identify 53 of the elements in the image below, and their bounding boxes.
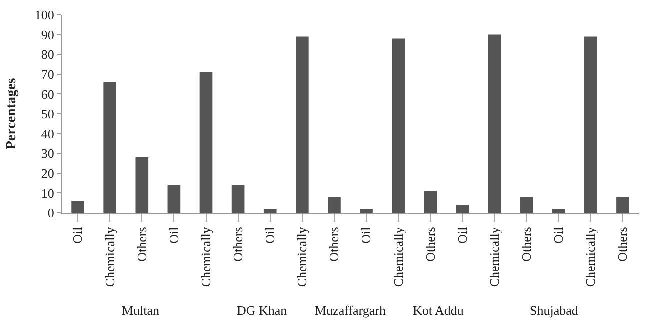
bar: [360, 209, 373, 213]
bar: [136, 158, 149, 213]
y-tick-label: 70: [41, 66, 54, 82]
text: Kot Addu: [413, 303, 464, 318]
x-tick-label: Chemically: [583, 226, 598, 288]
y-tick-label: 10: [41, 186, 54, 201]
bar: [168, 185, 181, 213]
y-tick-label: 0: [48, 206, 54, 221]
bar: [296, 36, 309, 213]
x-tick-label: Others: [422, 227, 438, 262]
bar: [456, 205, 470, 213]
bar: [104, 82, 116, 213]
x-tick-label: Oil: [166, 226, 182, 244]
bar: [616, 197, 630, 213]
bar: [72, 201, 84, 213]
bar: [328, 197, 341, 213]
bar: [584, 36, 598, 213]
y-tick-label: 60: [41, 86, 54, 102]
bar: [232, 185, 245, 213]
y-axis-title: Percentages: [4, 78, 20, 150]
x-tick-label: Others: [230, 227, 246, 262]
x-tick-label: Others: [615, 227, 630, 262]
y-tick-label: 100: [34, 8, 54, 23]
x-tick-label: Chemically: [390, 226, 406, 288]
x-tick-label: Others: [326, 227, 342, 262]
x-tick-label: Oil: [454, 226, 470, 244]
bar: [200, 72, 213, 213]
text: DG Khan: [237, 303, 288, 318]
x-tick-label: Oil: [262, 226, 278, 244]
y-tick-label: 40: [41, 126, 54, 142]
x-tick-label: Chemically: [486, 226, 502, 288]
bar: [552, 209, 566, 213]
x-tick-label: Others: [519, 227, 534, 262]
bar: [424, 191, 438, 213]
x-tick-label: Oil: [358, 226, 374, 244]
bar: [520, 197, 534, 213]
text: Multan: [122, 303, 160, 318]
y-tick-label: 20: [41, 166, 54, 181]
x-tick-label: Others: [134, 227, 150, 262]
y-tick-label: 50: [41, 106, 54, 122]
bar: [488, 34, 502, 213]
y-tick-label: 90: [41, 27, 54, 42]
y-tick-label: 30: [41, 146, 54, 162]
x-tick-label: Chemically: [198, 226, 214, 288]
x-tick-label: Oil: [551, 226, 566, 244]
text: Muzaffargarh: [315, 303, 386, 318]
text: Shujabad: [530, 303, 579, 318]
x-tick-label: Chemically: [102, 226, 118, 288]
bar: [264, 209, 277, 213]
y-tick-label: 80: [41, 47, 54, 62]
x-tick-label: Chemically: [294, 226, 310, 288]
bar: [392, 38, 405, 213]
x-tick-label: Oil: [70, 226, 86, 244]
